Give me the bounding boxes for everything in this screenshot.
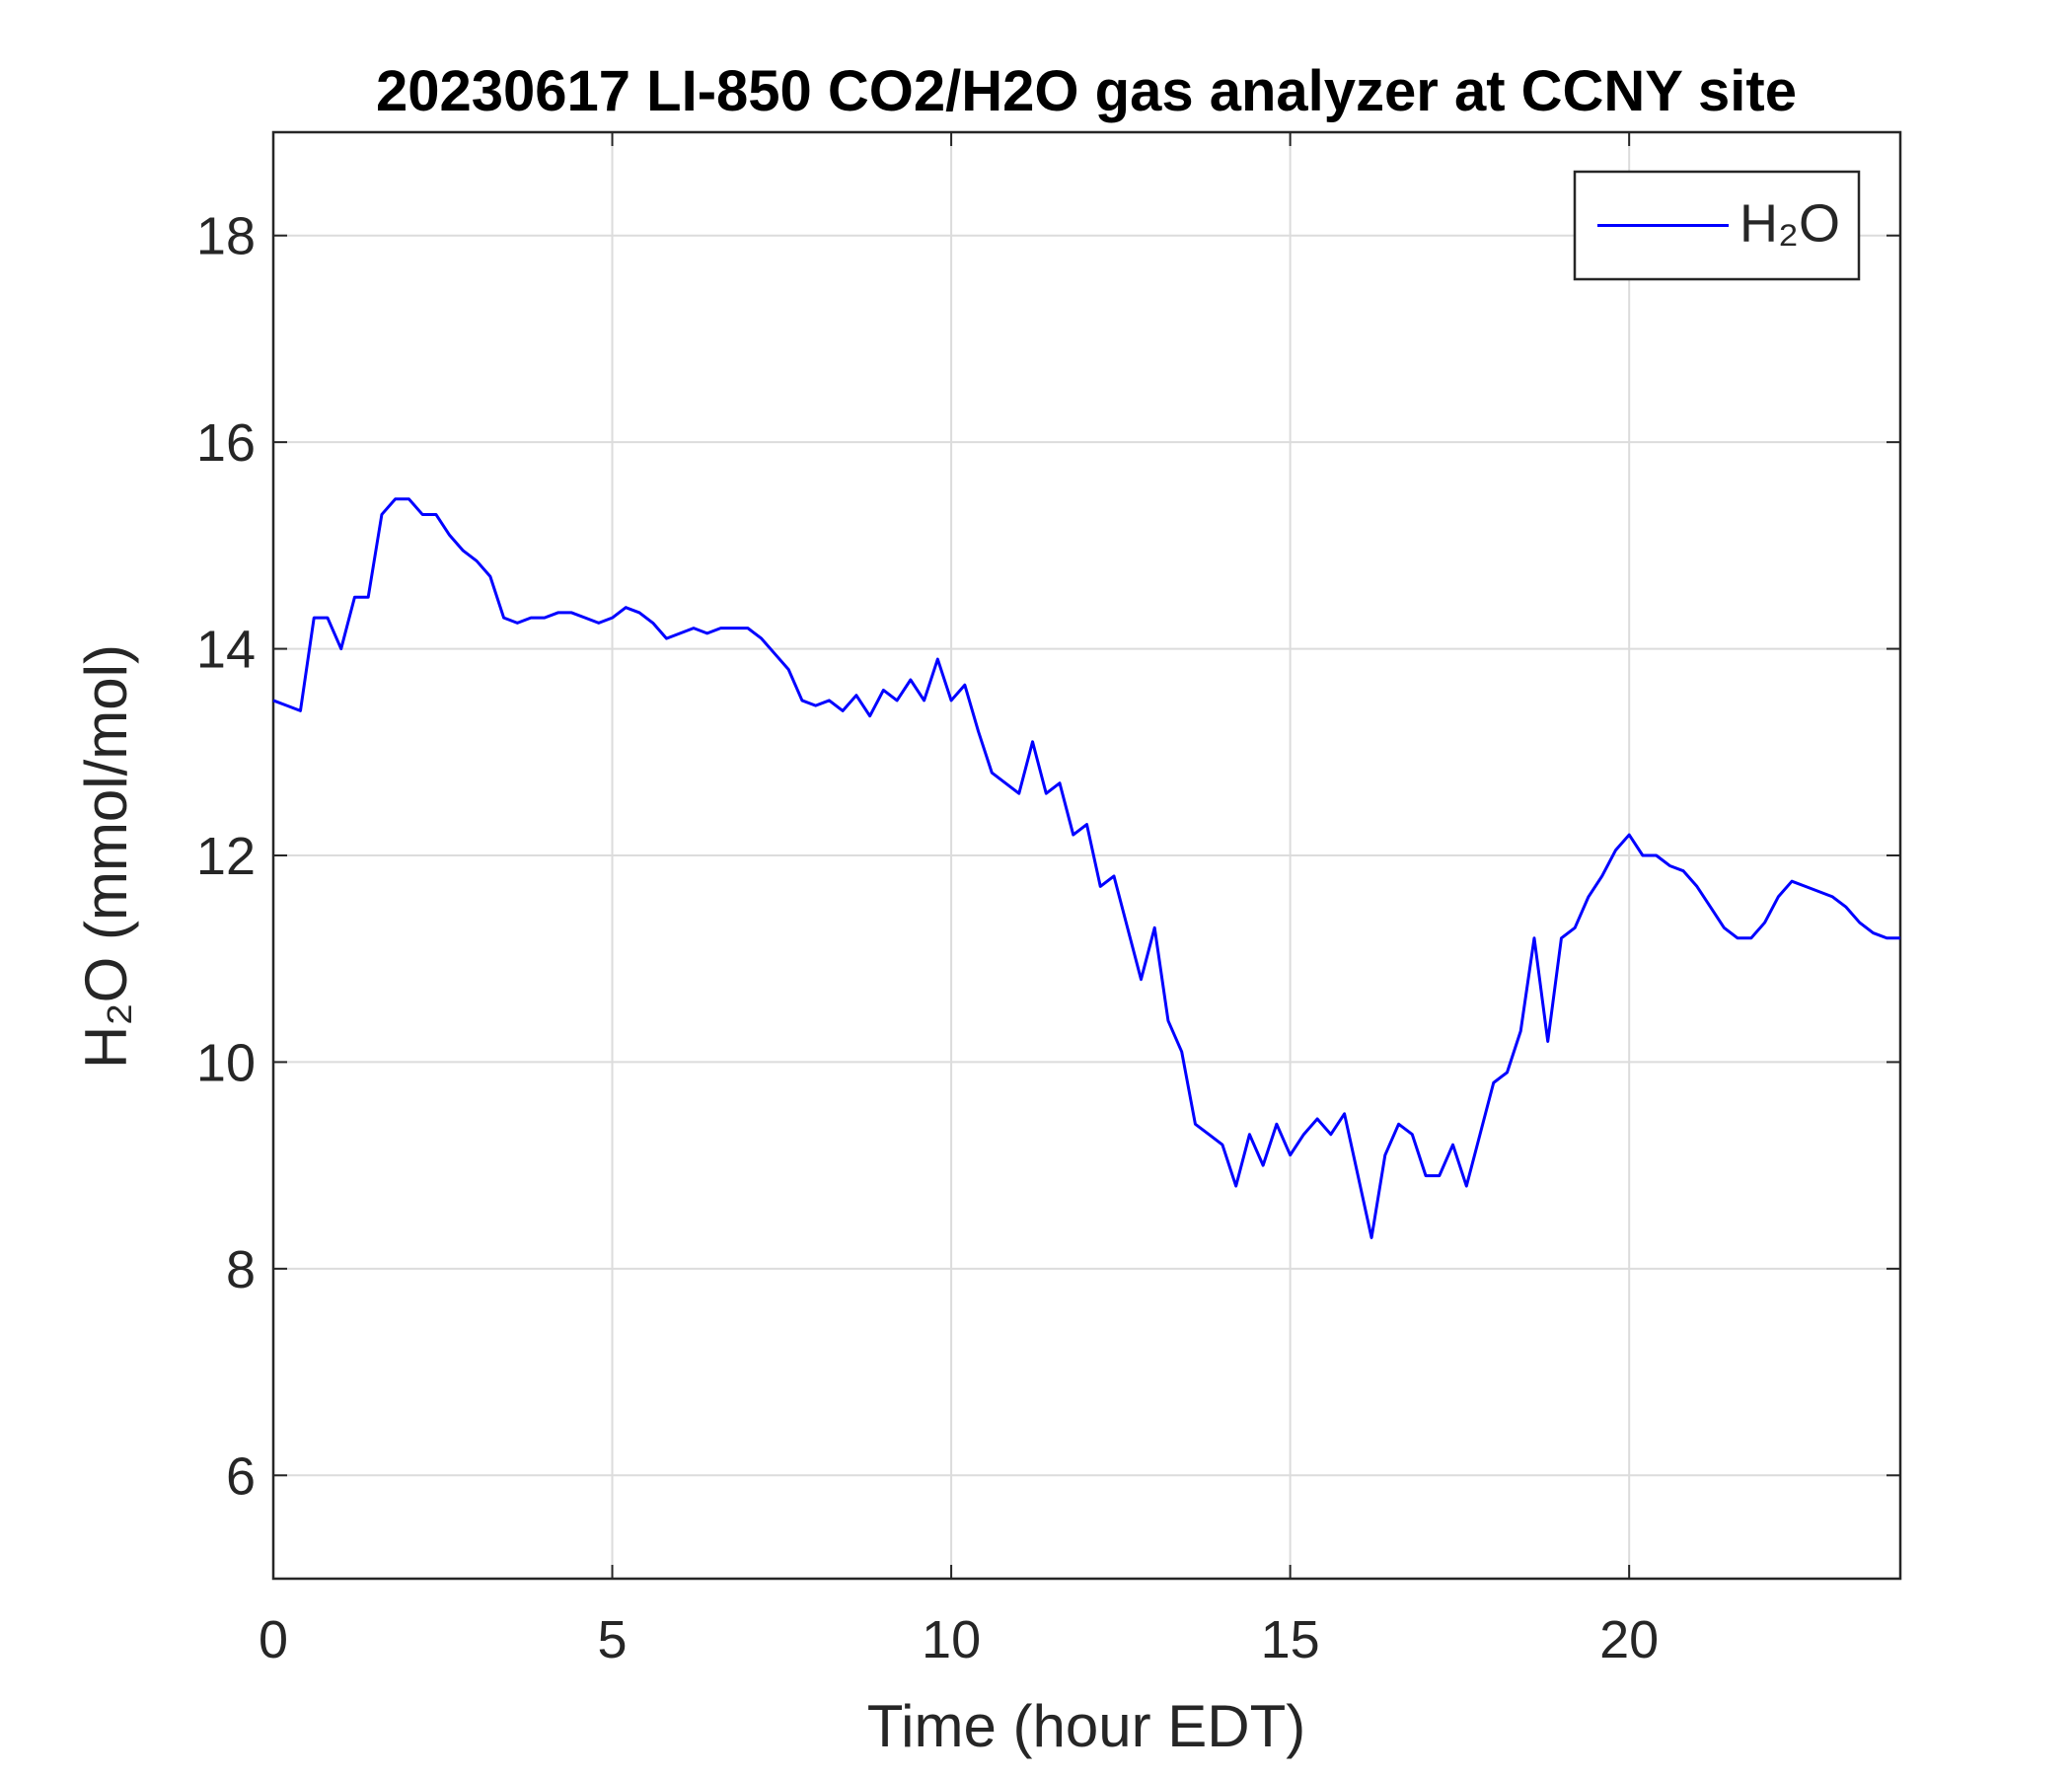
y-tick-label: 8	[226, 1240, 256, 1299]
x-axis-label: Time (hour EDT)	[867, 1693, 1306, 1759]
x-tick-label: 15	[1261, 1610, 1320, 1669]
chart-title: 20230617 LI-850 CO2/H2O gas analyzer at …	[376, 59, 1797, 123]
y-tick-label: 6	[226, 1446, 256, 1506]
y-tick-label: 14	[196, 621, 256, 680]
x-tick-label: 0	[259, 1610, 288, 1669]
y-axis-label: H₂O (mmol/mol)	[73, 644, 139, 1069]
y-tick-label: 18	[196, 207, 256, 266]
axes-box	[271, 130, 1902, 1581]
x-tick-label: 5	[598, 1610, 628, 1669]
y-tick-label: 16	[196, 413, 256, 473]
x-tick-label: 10	[922, 1610, 981, 1669]
data-line	[272, 497, 1900, 1239]
legend-label: H₂O	[1739, 194, 1840, 254]
y-tick-label: 12	[196, 827, 256, 886]
y-tick-label: 10	[196, 1033, 256, 1092]
x-tick-label: 20	[1599, 1610, 1659, 1669]
